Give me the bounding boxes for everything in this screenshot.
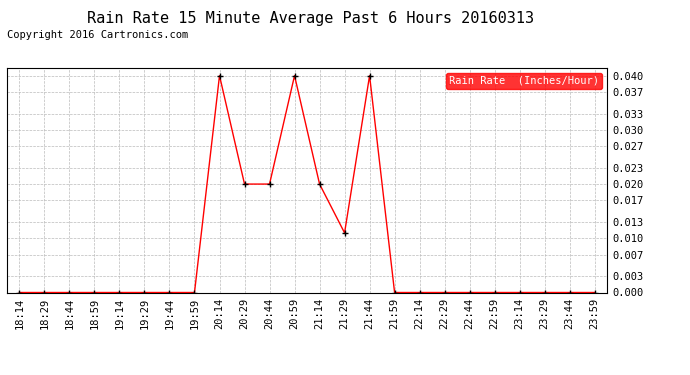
Legend: Rain Rate  (Inches/Hour): Rain Rate (Inches/Hour)	[446, 73, 602, 89]
Text: Rain Rate 15 Minute Average Past 6 Hours 20160313: Rain Rate 15 Minute Average Past 6 Hours…	[87, 11, 534, 26]
Text: Copyright 2016 Cartronics.com: Copyright 2016 Cartronics.com	[7, 30, 188, 40]
